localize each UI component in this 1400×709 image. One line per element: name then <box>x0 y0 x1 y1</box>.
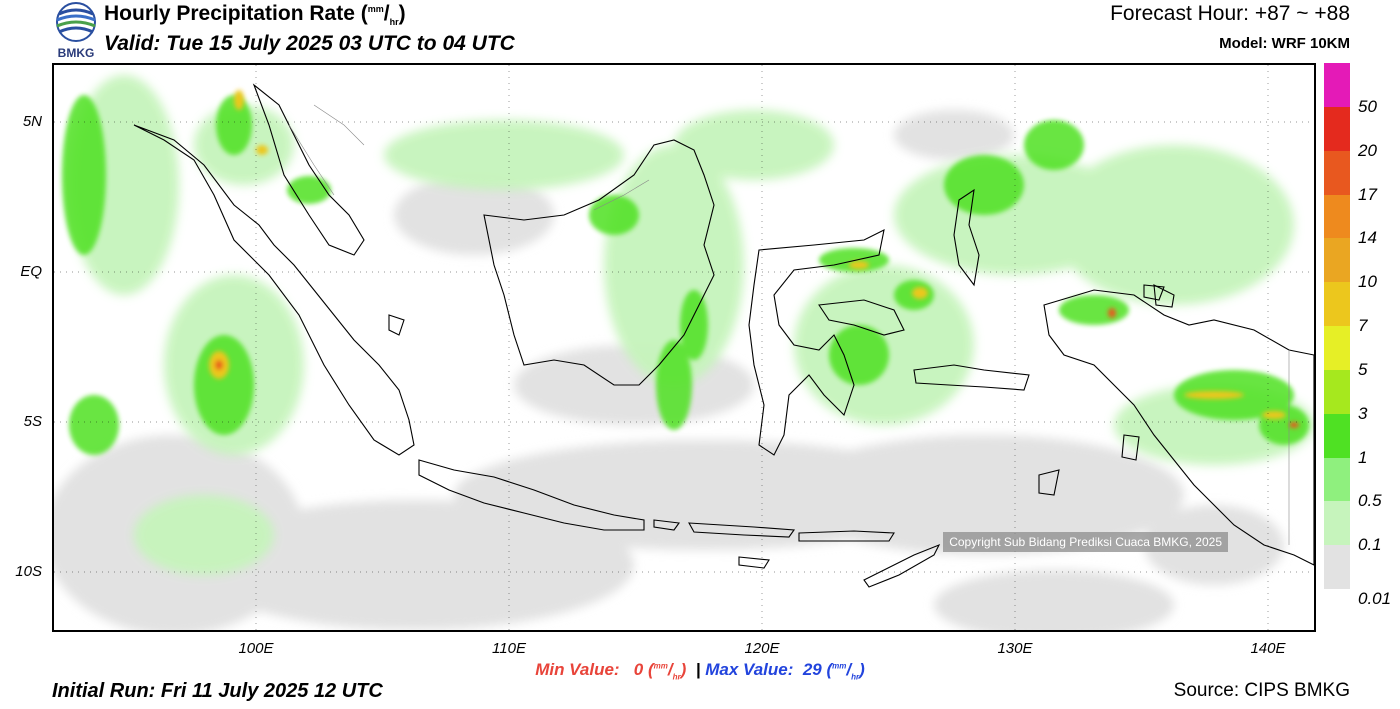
min-max-values: Min Value: 0 (mm/hr) | Max Value: 29 (mm… <box>0 660 1400 681</box>
legend-swatch <box>1324 150 1350 195</box>
small-island-2 <box>1121 434 1140 461</box>
legend-swatch <box>1324 501 1350 546</box>
forecast-hour: Forecast Hour: +87 ~ +88 <box>1110 2 1350 25</box>
sumatra-coast <box>133 124 415 456</box>
initial-run: Initial Run: Fri 11 July 2025 12 UTC <box>52 680 383 702</box>
lon-label: 110E <box>492 640 526 657</box>
legend-swatch <box>1324 457 1350 502</box>
legend-swatch <box>1324 326 1350 371</box>
borneo-coast <box>483 139 715 386</box>
legend-label: 0.5 <box>1358 491 1382 511</box>
legend-swatch <box>1324 106 1350 152</box>
bangka-coast <box>388 314 405 336</box>
legend-label: 3 <box>1358 403 1368 423</box>
admin-borders <box>288 104 1290 545</box>
lon-label: 140E <box>1250 640 1286 657</box>
legend-label: 20 <box>1358 140 1377 160</box>
legend-label: 7 <box>1358 316 1368 335</box>
color-scale <box>1324 63 1350 590</box>
sulawesi-east-arm <box>818 299 905 336</box>
legend-swatch <box>1324 238 1350 283</box>
legend-swatch <box>1324 369 1350 415</box>
lombok-sumbawa <box>688 522 796 538</box>
legend-swatch <box>1324 194 1350 239</box>
coastlines <box>133 83 1314 588</box>
sulawesi-coast <box>748 229 885 456</box>
valid-time: Valid: Tue 15 July 2025 03 UTC to 04 UTC <box>104 32 515 55</box>
java-coast <box>418 459 645 531</box>
legend-label: 0.01 <box>1358 589 1392 608</box>
separator: | <box>695 660 701 679</box>
title-unit-den: hr <box>389 17 399 28</box>
flores-coast <box>798 530 895 542</box>
sumba-coast <box>738 556 770 569</box>
graticule <box>54 65 1314 630</box>
legend-label: 50 <box>1358 96 1377 116</box>
seram-coast <box>913 364 1030 391</box>
source-label: Source: CIPS BMKG <box>1173 680 1350 701</box>
small-island-3 <box>1038 469 1060 496</box>
legend-label: 5 <box>1358 359 1368 379</box>
drizzle-layer <box>54 110 1284 630</box>
copyright-notice: Copyright Sub Bidang Prediksi Cuaca BMKG… <box>943 532 1228 552</box>
halmahera-coast <box>953 188 980 287</box>
model-name: Model: WRF 10KM <box>1219 35 1350 52</box>
min-value-label: Min Value: 0 (mm/hr) <box>535 660 687 682</box>
malay-coast <box>252 83 365 256</box>
title-unit-num: mm <box>367 4 384 14</box>
legend-swatch <box>1324 545 1350 590</box>
legend-swatch <box>1324 413 1350 458</box>
legend-label: 10 <box>1358 272 1377 292</box>
lon-label: 120E <box>744 640 780 657</box>
lon-label: 100E <box>238 640 274 657</box>
max-value-label: Max Value: 29 (mm/hr) <box>705 660 865 682</box>
legend-label: 1 <box>1358 447 1368 467</box>
small-island-4 <box>1153 284 1175 308</box>
lat-label: 5S <box>23 413 42 430</box>
chart-title: Hourly Precipitation Rate (mm/hr) <box>104 2 406 28</box>
legend-swatch <box>1324 63 1350 108</box>
papua-coast <box>1043 289 1314 566</box>
legend-label: 0.1 <box>1358 535 1382 555</box>
legend-swatch <box>1324 282 1350 327</box>
bmkg-logo: BMKG <box>52 2 100 60</box>
lon-label: 130E <box>997 640 1033 657</box>
legend-label: 17 <box>1358 184 1377 204</box>
lat-label: 5N <box>22 113 42 130</box>
precipitation-map: Copyright Sub Bidang Prediksi Cuaca BMKG… <box>52 63 1316 632</box>
legend-label: 14 <box>1358 228 1377 248</box>
lat-label: EQ <box>20 263 42 280</box>
timor-coast <box>863 543 941 588</box>
logo-text: BMKG <box>57 46 95 60</box>
bali-coast <box>653 519 680 531</box>
map-svg <box>54 65 1314 630</box>
lat-label: 10S <box>15 563 42 580</box>
